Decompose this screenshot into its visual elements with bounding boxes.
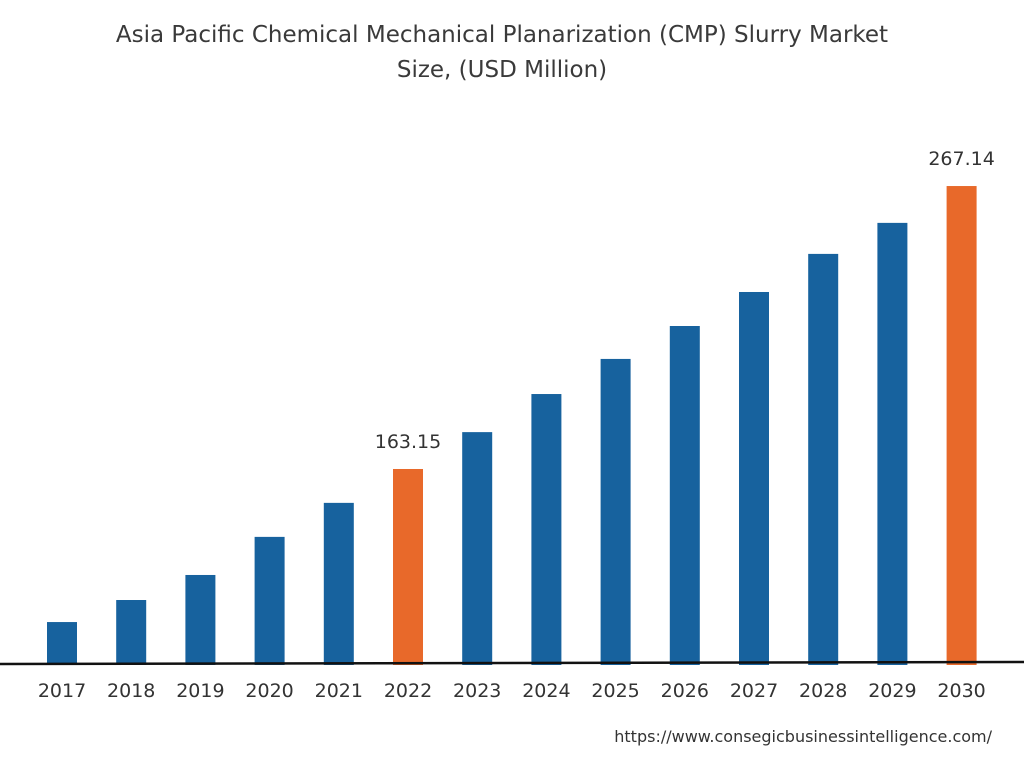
chart-title-line-2: Size, (USD Million) bbox=[396, 57, 608, 83]
data-label-2030: 267.14 bbox=[928, 148, 994, 170]
x-tick-label: 2030 bbox=[937, 680, 985, 702]
chart-title: Asia Pacific Chemical Mechanical Planari… bbox=[0, 18, 1004, 88]
x-tick-label: 2020 bbox=[245, 680, 293, 702]
bar-2026 bbox=[669, 326, 700, 665]
x-tick-label: 2019 bbox=[176, 680, 224, 702]
chart-title-line-1: Asia Pacific Chemical Mechanical Planari… bbox=[115, 22, 889, 48]
bar-2029 bbox=[877, 222, 908, 666]
bar-2020 bbox=[254, 536, 285, 665]
bar-2022 bbox=[393, 468, 423, 665]
data-label-2022: 163.15 bbox=[375, 431, 441, 453]
bar-2028 bbox=[808, 253, 839, 665]
bar-2025 bbox=[600, 358, 631, 665]
source-url: https://www.consegicbusinessintelligence… bbox=[614, 727, 992, 746]
bar-2024 bbox=[531, 394, 562, 665]
x-tick-label: 2025 bbox=[591, 680, 639, 702]
x-tick-label: 2023 bbox=[453, 680, 501, 702]
bar-2030 bbox=[946, 186, 977, 666]
bar-2019 bbox=[185, 574, 216, 665]
x-tick-label: 2022 bbox=[384, 680, 432, 702]
bar-2018 bbox=[116, 600, 147, 665]
x-tick-label: 2017 bbox=[38, 680, 86, 702]
bar-2017 bbox=[47, 622, 77, 665]
bar-2023 bbox=[462, 432, 493, 665]
bar-2027 bbox=[739, 291, 769, 665]
x-tick-label: 2027 bbox=[730, 680, 778, 702]
bar-2021 bbox=[323, 502, 354, 665]
x-tick-label: 2021 bbox=[315, 680, 363, 702]
x-tick-label: 2028 bbox=[799, 680, 847, 702]
x-tick-label: 2018 bbox=[107, 680, 155, 702]
x-tick-label: 2026 bbox=[661, 680, 709, 702]
x-tick-label: 2029 bbox=[868, 680, 916, 702]
x-tick-label: 2024 bbox=[522, 680, 570, 702]
x-axis-line bbox=[0, 660, 1024, 666]
